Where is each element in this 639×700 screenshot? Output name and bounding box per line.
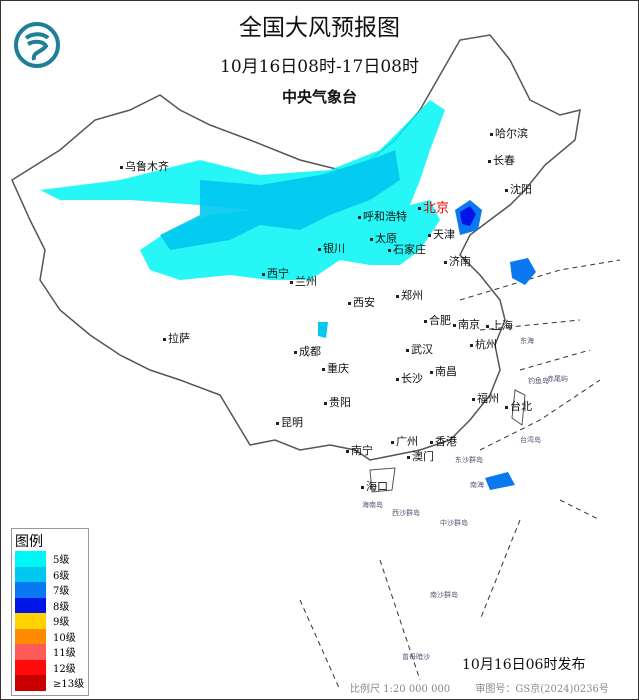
city-label: 乌鲁木齐 xyxy=(120,158,169,174)
sea-label: 赤尾屿 xyxy=(547,375,568,383)
wind-area-level6 xyxy=(160,150,400,250)
legend-swatch xyxy=(15,644,46,660)
city-label: 拉萨 xyxy=(163,330,190,346)
sea-label: 钓鱼岛 xyxy=(528,377,549,385)
city-label: 郑州 xyxy=(396,287,423,303)
legend-swatch xyxy=(15,613,46,629)
city-label: 贵阳 xyxy=(324,394,351,410)
city-label: 北京 xyxy=(418,197,449,216)
sea-label: 曾母暗沙 xyxy=(402,653,430,661)
city-label: 上海 xyxy=(486,317,513,333)
city-label: 香港 xyxy=(430,433,457,449)
legend-swatch xyxy=(15,551,46,567)
city-label: 澳门 xyxy=(407,448,434,464)
wind-area-level6 xyxy=(318,322,328,338)
city-label: 西宁 xyxy=(262,265,289,281)
city-label: 南宁 xyxy=(346,442,373,458)
sea-label: 南海 xyxy=(470,481,484,489)
sea-label: 台湾岛 xyxy=(520,436,541,444)
city-label: 济南 xyxy=(444,253,471,269)
legend-label: 5级 xyxy=(53,555,70,567)
legend-label: 11级 xyxy=(53,648,76,660)
city-label: 银川 xyxy=(318,240,345,256)
city-label: 南京 xyxy=(453,316,480,332)
city-label: 杭州 xyxy=(470,336,497,352)
sea-label: 南沙群岛 xyxy=(430,591,458,599)
legend-item: 12级 xyxy=(12,659,88,675)
legend: 图例 5级 6级 7级 8级 9级 10级 11级 12级 ≥13级 xyxy=(11,528,89,696)
sea-label: 东沙群岛 xyxy=(455,456,483,464)
sea-label: 西沙群岛 xyxy=(392,509,420,517)
city-label: 呼和浩特 xyxy=(358,208,407,224)
footer: 比例尺 1:20 000 000 审图号：GS京(2024)0236号 xyxy=(350,680,631,695)
city-label: 南昌 xyxy=(430,363,457,379)
wind-area-level8 xyxy=(460,206,476,226)
sea-label: 中沙群岛 xyxy=(440,519,468,527)
city-label: 昆明 xyxy=(276,414,303,430)
legend-swatch xyxy=(15,659,46,675)
city-label: 福州 xyxy=(472,390,499,406)
city-label: 长沙 xyxy=(396,370,423,386)
wind-area-level7 xyxy=(485,472,515,490)
city-label: 重庆 xyxy=(322,360,349,376)
cma-logo-icon xyxy=(14,22,60,68)
legend-swatch xyxy=(15,582,46,598)
legend-label: 8级 xyxy=(53,601,70,613)
city-label: 哈尔滨 xyxy=(490,125,528,141)
city-label: 天津 xyxy=(428,226,455,242)
legend-swatch xyxy=(15,566,46,582)
legend-label: 12级 xyxy=(53,663,76,675)
legend-swatch xyxy=(15,628,46,644)
legend-label: 6级 xyxy=(53,570,70,582)
legend-item: 10级 xyxy=(12,628,88,644)
city-label: 石家庄 xyxy=(388,241,426,257)
legend-label: 9级 xyxy=(53,617,70,629)
city-label: 合肥 xyxy=(424,312,451,328)
legend-label: ≥13级 xyxy=(53,679,85,691)
legend-item: 8级 xyxy=(12,597,88,613)
legend-label: 10级 xyxy=(53,632,76,644)
city-label: 沈阳 xyxy=(505,181,532,197)
legend-item: 9级 xyxy=(12,613,88,629)
sea-label: 东海 xyxy=(520,337,534,345)
city-label: 广州 xyxy=(391,433,418,449)
legend-item: 6级 xyxy=(12,566,88,582)
legend-item: 7级 xyxy=(12,582,88,598)
page-title: 全国大风预报图 xyxy=(239,15,400,41)
city-label: 台北 xyxy=(505,398,532,414)
wind-area-level7 xyxy=(510,258,536,285)
forecast-period: 10月16日08时-17日08时 xyxy=(220,57,419,77)
city-label: 兰州 xyxy=(290,273,317,289)
organization: 中央气象台 xyxy=(281,88,357,106)
legend-title: 图例 xyxy=(15,534,43,550)
city-label: 武汉 xyxy=(406,341,433,357)
sea-label: 海南岛 xyxy=(362,501,383,509)
legend-label: 7级 xyxy=(53,586,70,598)
map-scale: 比例尺 1:20 000 000 xyxy=(350,684,451,695)
legend-item: ≥13级 xyxy=(12,675,88,691)
city-label: 西安 xyxy=(348,294,375,310)
issue-time: 10月16日06时发布 xyxy=(462,657,586,673)
legend-item: 11级 xyxy=(12,644,88,660)
legend-swatch xyxy=(15,675,46,691)
legend-swatch xyxy=(15,597,46,613)
map-approval-number: 审图号：GS京(2024)0236号 xyxy=(475,684,609,695)
city-label: 海口 xyxy=(361,478,388,494)
city-label: 成都 xyxy=(294,343,321,359)
legend-item: 5级 xyxy=(12,551,88,567)
city-label: 长春 xyxy=(488,152,515,168)
